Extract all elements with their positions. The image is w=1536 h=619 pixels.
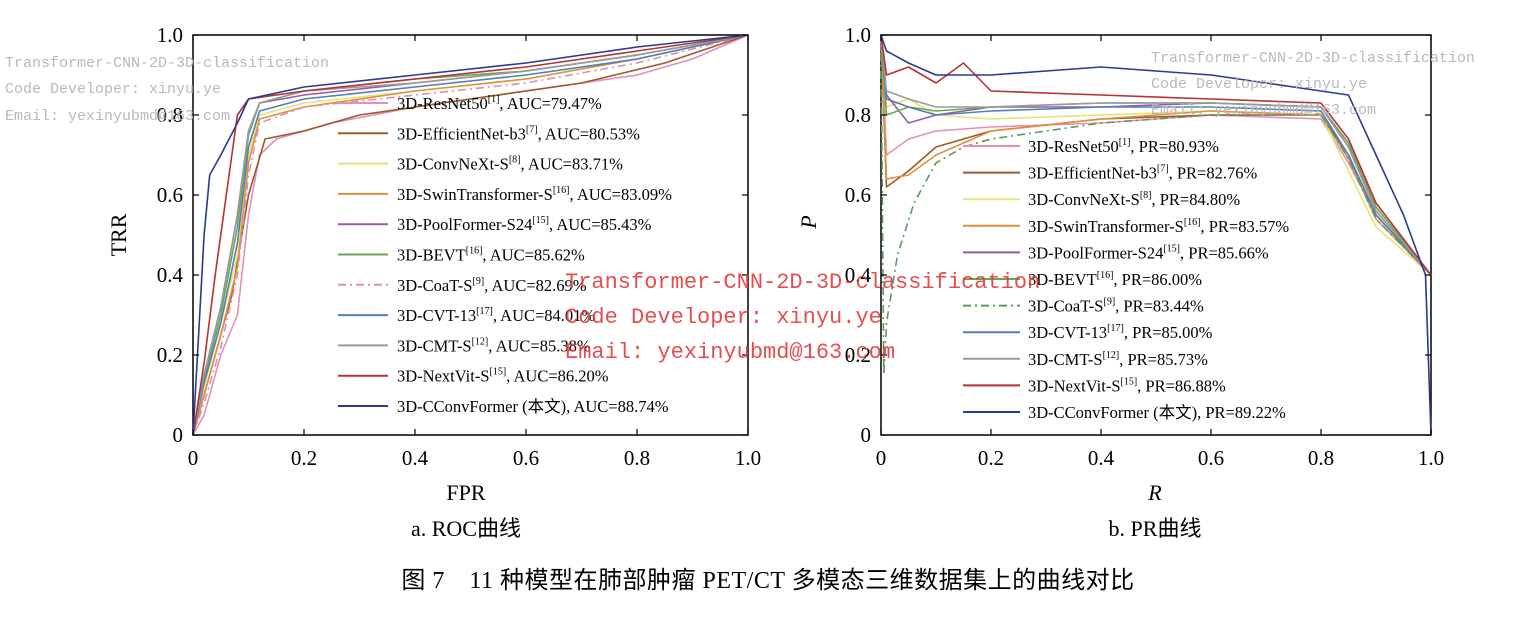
pr-legend-label-0: 3D-ResNet50[1], PR=80.93%: [1028, 137, 1219, 156]
pr-legend-label-3: 3D-SwinTransformer-S[16], PR=83.57%: [1028, 217, 1289, 236]
pr-y-tick-label: 1.0: [845, 23, 871, 47]
roc-series-lines: [192, 34, 749, 436]
roc-x-tick-label: 0.2: [291, 446, 317, 470]
pr-x-tick-label: 0: [876, 446, 887, 470]
figure-caption: 图 7 11 种模型在肺部肿瘤 PET/CT 多模态三维数据集上的曲线对比: [401, 568, 1135, 594]
pr-series-line-9: [880, 34, 1432, 276]
pr-axis-ticks: 0 0.2 0.4 0.6 0.8 1.0 0 0.2 0.4 0.6 0.8 1.0: [845, 23, 1444, 470]
watermark-right: Transformer-CNN-2D-3D-classification Cod…: [1151, 50, 1475, 119]
pr-series-line-7: [880, 34, 1432, 276]
pr-plot-frame: [880, 34, 1432, 436]
pr-x-tick-label: 1.0: [1418, 446, 1444, 470]
roc-legend-label-2: 3D-ConvNeXt-S[8], AUC=83.71%: [397, 155, 623, 174]
roc-x-tick-label: 0.6: [513, 446, 539, 470]
roc-x-tick-label: 0.4: [402, 446, 429, 470]
roc-legend-label-3: 3D-SwinTransformer-S[16], AUC=83.09%: [397, 185, 672, 204]
roc-legend-label-7: 3D-CVT-13[17], AUC=84.01%: [397, 306, 595, 325]
pr-x-tick-label: 0.6: [1198, 446, 1224, 470]
roc-legend-label-4: 3D-PoolFormer-S24[15], AUC=85.43%: [397, 215, 652, 234]
pr-series-lines: [880, 34, 1432, 436]
watermark-left-line3: Email: yexinyubmd@163.com: [5, 108, 230, 125]
roc-x-axis-label: FPR: [446, 480, 485, 505]
watermark-left: Transformer-CNN-2D-3D-classification Cod…: [5, 55, 329, 125]
pr-legend-label-10: 3D-CConvFormer (本文), PR=89.22%: [1028, 403, 1286, 422]
pr-y-tick-label: 0.4: [845, 263, 872, 287]
watermark-right-line3: Email: yexinyubmd@163.com: [1151, 102, 1376, 119]
roc-y-tick-label: 0.4: [157, 263, 184, 287]
roc-axis-ticks: 0 0.2 0.4 0.6 0.8 1.0 0 0.2 0.4 0.6 0.8 1.0: [157, 23, 761, 470]
pr-y-tick-label: 0.6: [845, 183, 871, 207]
roc-y-tick-label: 0.6: [157, 183, 183, 207]
pr-x-tick-label: 0.8: [1308, 446, 1334, 470]
roc-series-line-6: [192, 34, 749, 436]
roc-x-tick-label: 0: [188, 446, 199, 470]
roc-legend: 3D-ResNet50[1], AUC=79.47% 3D-EfficientNe…: [338, 94, 672, 416]
roc-y-tick-label: 1.0: [157, 23, 183, 47]
watermark-center: Transformer-CNN-2D-3D-classification Cod…: [565, 270, 1040, 365]
roc-series-line-7: [192, 34, 749, 436]
roc-series-line-8: [192, 34, 749, 436]
pr-legend-label-4: 3D-PoolFormer-S24[15], PR=85.66%: [1028, 243, 1269, 262]
roc-plot-frame: [192, 34, 749, 436]
pr-y-axis-label: P: [796, 215, 821, 229]
roc-subplot-title: a. ROC曲线: [411, 516, 521, 541]
pr-legend-label-2: 3D-ConvNeXt-S[8], PR=84.80%: [1028, 190, 1240, 209]
roc-y-tick-label: 0.8: [157, 103, 183, 127]
roc-series-line-3: [192, 34, 749, 436]
roc-legend-label-10: 3D-CConvFormer (本文), AUC=88.74%: [397, 397, 669, 416]
roc-legend-label-9: 3D-NextVit-S[15], AUC=86.20%: [397, 367, 609, 386]
watermark-right-line2: Code Developer: xinyu.ye: [1151, 76, 1367, 93]
roc-y-tick-label: 0.2: [157, 343, 183, 367]
watermark-center-line1: Transformer-CNN-2D-3D-classification: [565, 270, 1040, 295]
pr-x-tick-label: 0.2: [978, 446, 1004, 470]
watermark-left-line2: Code Developer: xinyu.ye: [5, 81, 221, 98]
pr-legend-label-9: 3D-NextVit-S[15], PR=86.88%: [1028, 376, 1226, 395]
watermark-center-line2: Code Developer: xinyu.ye: [565, 305, 882, 330]
pr-series-line-2: [880, 34, 1432, 276]
pr-legend-label-6: 3D-CoaT-S[9], PR=83.44%: [1028, 297, 1204, 316]
roc-y-axis-label: TRR: [106, 213, 131, 256]
figure-svg: 0 0.2 0.4 0.6 0.8 1.0 0 0.2 0.4 0.6 0.8 1.0 3D-ResN…: [5, 23, 1475, 541]
pr-chart: 0 0.2 0.4 0.6 0.8 1.0 0 0.2 0.4 0.6 0.8 1.0 3D-ResN…: [796, 23, 1444, 541]
pr-subplot-title: b. PR曲线: [1109, 516, 1202, 541]
roc-x-tick-label: 1.0: [735, 446, 761, 470]
pr-x-tick-label: 0.4: [1088, 446, 1115, 470]
pr-legend-label-1: 3D-EfficientNet-b3[7], PR=82.76%: [1028, 164, 1257, 183]
pr-series-line-10: [880, 34, 1432, 436]
roc-series-line-0: [192, 34, 749, 436]
pr-y-tick-label: 0: [861, 423, 872, 447]
roc-legend-label-8: 3D-CMT-S[12], AUC=85.38%: [397, 336, 591, 355]
roc-x-tick-label: 0.8: [624, 446, 650, 470]
roc-legend-label-5: 3D-BEVT[16], AUC=85.62%: [397, 246, 585, 265]
roc-legend-label-6: 3D-CoaT-S[9], AUC=82.69%: [397, 276, 587, 295]
roc-legend-label-1: 3D-EfficientNet-b3[7], AUC=80.53%: [397, 124, 640, 143]
watermark-right-line1: Transformer-CNN-2D-3D-classification: [1151, 50, 1475, 67]
pr-y-tick-label: 0.8: [845, 103, 871, 127]
roc-y-tick-label: 0: [173, 423, 184, 447]
pr-legend-label-8: 3D-CMT-S[12], PR=85.73%: [1028, 350, 1208, 369]
pr-legend-label-5: 3D-BEVT[16], PR=86.00%: [1028, 270, 1202, 289]
pr-series-line-6: [880, 34, 1432, 376]
pr-x-axis-label: R: [1147, 480, 1162, 505]
pr-y-tick-label: 0.2: [845, 343, 871, 367]
watermark-left-line1: Transformer-CNN-2D-3D-classification: [5, 55, 329, 72]
watermark-center-line3: Email: yexinyubmd@163.com: [565, 340, 895, 365]
roc-chart: 0 0.2 0.4 0.6 0.8 1.0 0 0.2 0.4 0.6 0.8 1.0 3D-ResN…: [106, 23, 761, 541]
pr-series-line-8: [880, 34, 1432, 276]
pr-legend: 3D-ResNet50[1], PR=80.93% 3D-EfficientNet…: [963, 137, 1289, 422]
pr-legend-label-7: 3D-CVT-13[17], PR=85.00%: [1028, 323, 1213, 342]
roc-series-line-10: [192, 34, 749, 436]
roc-legend-label-0: 3D-ResNet50[1], AUC=79.47%: [397, 94, 602, 113]
